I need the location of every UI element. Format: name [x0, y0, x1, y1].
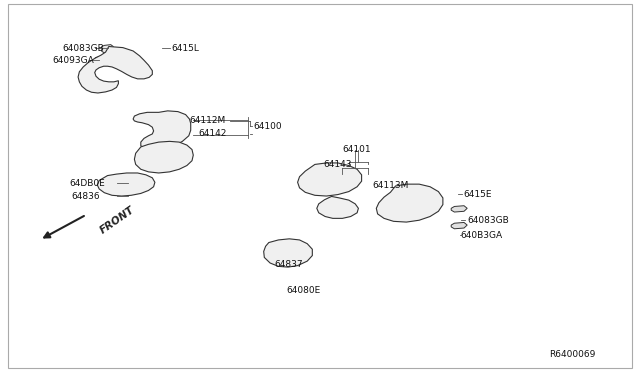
- Polygon shape: [134, 141, 193, 173]
- Text: R6400069: R6400069: [549, 350, 595, 359]
- Text: 6415L: 6415L: [172, 44, 200, 53]
- Text: 64100: 64100: [253, 122, 282, 131]
- Text: FRONT: FRONT: [98, 205, 136, 236]
- Text: 64083GB: 64083GB: [63, 44, 104, 53]
- Text: 640B3GA: 640B3GA: [461, 231, 503, 240]
- Text: 64143: 64143: [323, 160, 352, 169]
- Polygon shape: [317, 196, 358, 218]
- Polygon shape: [264, 239, 312, 267]
- Text: 64080E: 64080E: [287, 286, 321, 295]
- Text: 64083GB: 64083GB: [467, 216, 509, 225]
- Polygon shape: [451, 222, 467, 229]
- Polygon shape: [102, 45, 113, 53]
- Text: 6415E: 6415E: [463, 190, 492, 199]
- Text: 64DB0E: 64DB0E: [69, 179, 105, 187]
- Polygon shape: [97, 173, 155, 196]
- Polygon shape: [376, 184, 443, 222]
- Polygon shape: [95, 56, 107, 61]
- Text: 64837: 64837: [274, 260, 303, 269]
- Polygon shape: [451, 206, 467, 212]
- Text: 64093GA: 64093GA: [52, 56, 94, 65]
- Polygon shape: [298, 163, 362, 196]
- Polygon shape: [133, 111, 191, 150]
- Text: 64113M: 64113M: [372, 181, 409, 190]
- Text: 64112M: 64112M: [189, 116, 226, 125]
- Polygon shape: [78, 46, 152, 93]
- Text: 64836: 64836: [72, 192, 100, 201]
- Text: 64101: 64101: [342, 145, 371, 154]
- Text: 64142: 64142: [198, 129, 227, 138]
